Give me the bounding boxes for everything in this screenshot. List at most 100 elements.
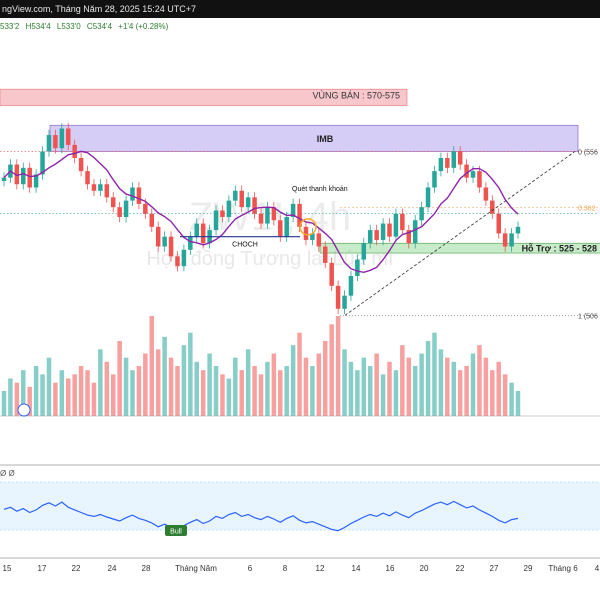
- candle-body: [464, 164, 469, 178]
- candle: [59, 123, 65, 154]
- volume-bar: [374, 353, 379, 416]
- candle-body: [226, 200, 232, 217]
- volume-bar: [258, 374, 264, 416]
- candle: [342, 290, 347, 315]
- candle-body: [483, 187, 489, 201]
- x-tick-label: 16: [386, 564, 395, 573]
- candle-body: [367, 230, 373, 244]
- x-tick-label: 4: [595, 564, 600, 573]
- candle-body: [284, 217, 289, 237]
- volume-bar: [265, 361, 270, 416]
- candle: [445, 152, 450, 174]
- candle: [46, 129, 52, 157]
- candle-body: [265, 207, 270, 224]
- volume-bar: [91, 382, 97, 416]
- volume-bar: [348, 361, 354, 416]
- candle-body: [78, 158, 84, 172]
- volume-bar: [412, 366, 418, 416]
- candle: [213, 205, 219, 236]
- candle: [303, 221, 309, 246]
- volume-bar: [316, 353, 322, 416]
- candle: [194, 218, 199, 242]
- volume-bar: [323, 341, 328, 416]
- volume-bar: [515, 391, 521, 416]
- candle-body: [412, 220, 418, 244]
- candle-body: [98, 184, 103, 191]
- ohlc-low: L533'0: [56, 22, 81, 31]
- candle-body: [40, 151, 45, 175]
- candle: [233, 185, 238, 206]
- volume-bar: [46, 357, 52, 416]
- candle-body: [155, 226, 161, 247]
- x-tick-label: 20: [420, 564, 429, 573]
- chart-settings-icon: [17, 403, 31, 417]
- candle-body: [496, 213, 501, 234]
- ohlc-open: 533'2: [0, 22, 20, 31]
- candle: [490, 195, 495, 219]
- volume-bar: [245, 349, 251, 416]
- x-tick-label: 27: [490, 564, 499, 573]
- candle-body: [515, 226, 521, 234]
- candle-body: [278, 220, 283, 237]
- candle: [502, 228, 508, 252]
- candle-body: [290, 203, 296, 217]
- candle-body: [470, 171, 476, 178]
- candle: [432, 165, 437, 193]
- candle-body: [438, 158, 444, 172]
- volume-bar: [387, 361, 392, 416]
- volume-bar: [21, 370, 26, 416]
- candle-body: [477, 171, 482, 188]
- volume-bar: [393, 370, 399, 416]
- candle-body: [425, 187, 431, 208]
- candle-body: [329, 262, 334, 286]
- candle-body: [502, 233, 508, 247]
- x-tick-label: 8: [283, 564, 288, 573]
- volume-bar: [400, 345, 405, 416]
- volume-bar: [155, 349, 161, 416]
- candle-body: [200, 223, 206, 244]
- candle: [348, 270, 354, 301]
- volume-bar: [438, 349, 444, 416]
- candle-body: [239, 190, 244, 208]
- volume-bar: [361, 357, 367, 416]
- volume-bar: [110, 374, 116, 416]
- rsi-band: [0, 482, 600, 530]
- candle-body: [374, 230, 379, 240]
- volume-bar: [406, 357, 412, 416]
- volume-bar: [143, 353, 148, 416]
- candle: [496, 208, 501, 239]
- candle: [21, 162, 26, 190]
- candle-body: [162, 236, 167, 247]
- volume-bar: [284, 366, 289, 416]
- candle-body: [85, 171, 90, 185]
- candle-body: [110, 197, 116, 208]
- fib-1-label: 1 (506: [578, 313, 598, 320]
- candle-body: [457, 151, 463, 165]
- candle-body: [1, 177, 7, 181]
- candle-body: [252, 197, 257, 214]
- volume-bar: [310, 366, 315, 416]
- support-label: Hỗ Trợ : 525 - 528: [522, 244, 597, 254]
- candle: [406, 224, 412, 249]
- candle: [33, 169, 39, 193]
- candle: [175, 251, 180, 272]
- candle-body: [387, 223, 392, 237]
- x-tick-label: 24: [108, 564, 117, 573]
- volume-bar: [207, 353, 212, 416]
- volume-bar: [72, 374, 77, 416]
- candle-body: [400, 213, 405, 231]
- volume-bar: [502, 374, 508, 416]
- volume-bar: [85, 370, 90, 416]
- candle-body: [130, 187, 135, 201]
- candle: [310, 228, 315, 246]
- candle: [477, 165, 482, 193]
- volume-bar: [123, 357, 129, 416]
- rsi-label: Ø Ø: [0, 469, 15, 478]
- volume-bar: [278, 370, 283, 416]
- candle-body: [72, 144, 77, 158]
- candle: [515, 221, 521, 239]
- candle: [188, 231, 193, 256]
- fib-0-label: 0 (556: [578, 149, 598, 156]
- candle-body: [361, 243, 367, 260]
